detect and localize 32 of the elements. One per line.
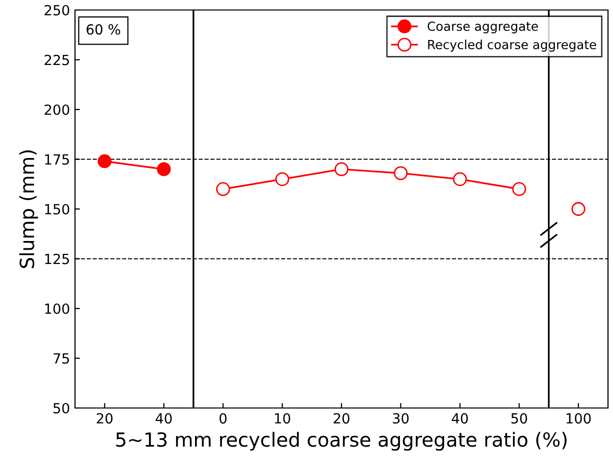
y-tick-label: 150	[45, 204, 70, 214]
legend-label: Recycled coarse aggregate	[428, 40, 596, 52]
point	[394, 166, 408, 180]
point	[98, 154, 112, 168]
y-tick-label: 175	[45, 154, 69, 165]
x-tick-label: 20	[96, 413, 113, 424]
x-tick-label: 40	[452, 413, 468, 424]
point	[275, 172, 290, 186]
x-tick-label: 0	[220, 413, 227, 424]
y-tick-label: 100	[45, 303, 70, 314]
y-axis-title: Slump (mm)	[19, 150, 38, 268]
y-tick-label: 250	[44, 4, 70, 16]
y-tick-label: 200	[44, 104, 70, 115]
x-tick-label: 20	[334, 413, 350, 424]
y-tick-label: 125	[45, 254, 69, 264]
x-tick-label: 40	[156, 413, 172, 424]
x-tick-label: 50	[511, 413, 528, 424]
y-tick-label: 75	[54, 353, 69, 364]
x-tick-label: 30	[392, 413, 409, 424]
legend-label: Coarse aggregate	[428, 21, 538, 34]
y-tick-label: 225	[44, 54, 69, 66]
point	[571, 202, 586, 216]
point	[512, 182, 526, 196]
point	[216, 182, 230, 196]
annotation: 60 %	[86, 24, 120, 35]
x-tick-label: 10	[274, 413, 290, 424]
point	[453, 172, 467, 186]
x-axis-title: 5~13 mm recycled coarse aggregate ratio (%)	[116, 432, 567, 451]
point	[334, 162, 348, 176]
y-tick-label: 50	[54, 402, 70, 414]
x-tick-label: 100	[566, 413, 591, 424]
point	[156, 162, 171, 176]
